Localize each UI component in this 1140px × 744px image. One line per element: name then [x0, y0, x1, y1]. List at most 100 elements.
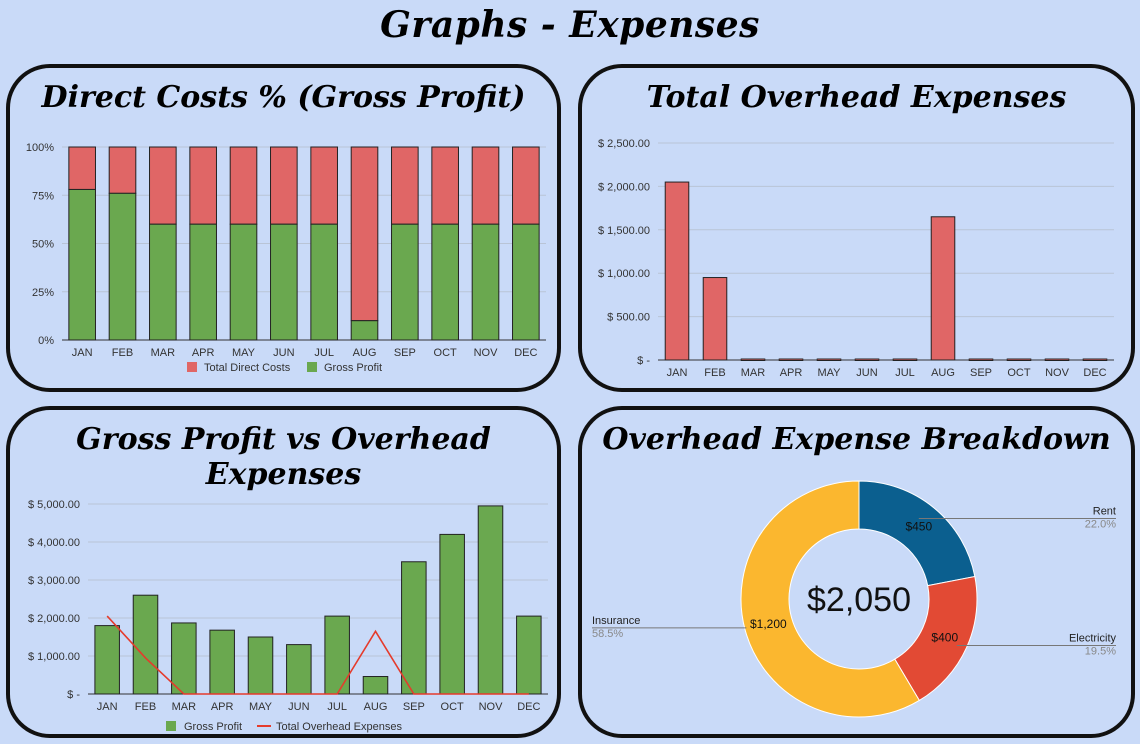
- chart2-y-tick-label: $ 1,500.00: [598, 225, 650, 237]
- chart3-bar-gross-profit: [171, 622, 197, 695]
- chart3-x-tick-label: MAR: [172, 701, 197, 713]
- chart3-bar-gross-profit: [247, 636, 274, 695]
- chart1-x-tick-label: MAY: [232, 347, 256, 359]
- chart1-bar-direct-costs: [431, 146, 459, 225]
- chart2-bar: [702, 277, 728, 361]
- chart1-bar-direct-costs: [350, 146, 379, 322]
- chart1-bar-direct-costs: [68, 146, 96, 190]
- chart2-y-tick-label: $ 2,000.00: [598, 181, 650, 193]
- donut-value-label-rent: $450: [905, 519, 932, 533]
- chart3-bar-gross-profit: [516, 615, 542, 695]
- chart2-x-tick-label: SEP: [970, 367, 992, 379]
- chart1-bar-direct-costs: [189, 146, 217, 225]
- chart1-legend-swatch-direct-costs: [187, 362, 197, 372]
- chart1-bar-direct-costs: [512, 146, 540, 225]
- chart1-bar-gross-profit: [431, 223, 459, 341]
- page-title: Graphs - Expenses: [380, 4, 760, 46]
- chart1-bar-gross-profit: [108, 192, 137, 341]
- chart2-bar: [854, 358, 880, 361]
- chart1-x-tick-label: MAR: [151, 347, 176, 359]
- chart2-x-tick-label: MAR: [741, 367, 766, 379]
- chart1-bar-gross-profit: [350, 320, 379, 341]
- chart1-legend-swatch-gross-profit: [307, 362, 317, 372]
- chart1-bar-direct-costs: [471, 146, 500, 225]
- chart1-x-tick-label: FEB: [112, 347, 133, 359]
- profit-vs-overhead-chart-panel: Gross Profit vs Overhead Expenses $ - $ 1…: [6, 406, 561, 738]
- chart3-bar-gross-profit: [94, 625, 120, 695]
- chart3-bar-gross-profit: [286, 644, 312, 695]
- chart1-bar-gross-profit: [229, 223, 258, 341]
- chart1-bar-gross-profit: [512, 223, 540, 341]
- overhead-chart: $ - $ 500.00 $ 1,000.00 $ 1,500.00 $ 2,000.0…: [598, 138, 1114, 379]
- donut-center-total: $2,050: [807, 581, 911, 619]
- direct-costs-chart: 0% 25% 50% 75% 100% JAN FEB MAR APR MAY JUN JUL AUG S…: [26, 142, 546, 374]
- chart1-bar-direct-costs: [391, 146, 419, 225]
- chart1-y-tick-label: 100%: [26, 142, 54, 154]
- donut-slice-insurance: [740, 480, 920, 718]
- chart1-y-tick-label: 25%: [32, 287, 54, 299]
- chart1-x-tick-label: AUG: [353, 347, 377, 359]
- chart3-y-tick-label: $ 3,000.00: [28, 575, 80, 587]
- chart3-legend-overhead: Total Overhead Expenses: [276, 721, 402, 733]
- chart2-bar: [778, 358, 804, 361]
- chart1-x-tick-label: APR: [192, 347, 215, 359]
- overhead-breakdown-chart-title: Overhead Expense Breakdown: [602, 422, 1111, 457]
- chart1-bar-gross-profit: [310, 223, 338, 341]
- chart1-legend-direct-costs: Total Direct Costs: [204, 362, 291, 374]
- chart2-y-tick-label: $ 1,000.00: [598, 268, 650, 280]
- chart3-bar-gross-profit: [209, 629, 235, 695]
- chart3-x-tick-label: SEP: [403, 701, 425, 713]
- chart2-bar: [1082, 358, 1108, 361]
- chart3-line-overhead: [106, 615, 529, 695]
- donut-value-label-electricity: $400: [931, 630, 958, 644]
- chart3-bar-gross-profit: [439, 533, 465, 695]
- chart2-y-tick-label: $ 500.00: [607, 312, 650, 324]
- chart1-x-tick-label: NOV: [474, 347, 499, 359]
- chart2-y-tick-label: $ 2,500.00: [598, 138, 650, 150]
- donut-label-electricity: Electricity: [1069, 632, 1117, 644]
- chart2-x-tick-label: NOV: [1045, 367, 1070, 379]
- chart2-bar: [1006, 358, 1032, 361]
- chart1-x-tick-label: JAN: [72, 347, 93, 359]
- chart1-bar-direct-costs: [149, 146, 177, 225]
- chart2-x-tick-label: JUN: [856, 367, 877, 379]
- chart2-y-tick-label: $ -: [637, 355, 650, 367]
- donut-label-rent: Rent: [1093, 505, 1116, 517]
- chart2-bar: [816, 358, 842, 361]
- chart1-bar-gross-profit: [471, 223, 500, 341]
- chart3-x-tick-label: AUG: [364, 701, 388, 713]
- direct-costs-chart-panel: Direct Costs % (Gross Profit) 0% 25% 50% 75…: [6, 64, 561, 392]
- chart1-bar-gross-profit: [391, 223, 419, 341]
- chart1-bar-gross-profit: [68, 188, 96, 341]
- chart3-legend-swatch-gross-profit: [166, 721, 176, 731]
- chart3-y-tick-label: $ 5,000.00: [28, 499, 80, 511]
- chart3-y-tick-label: $ 1,000.00: [28, 651, 80, 663]
- overhead-chart-panel: Total Overhead Expenses $ - $ 500.00 $ 1,0…: [578, 64, 1135, 392]
- overhead-breakdown-chart-panel: Overhead Expense Breakdown $2,050 $450 $40…: [578, 406, 1135, 738]
- chart2-bar: [1044, 358, 1070, 361]
- chart1-y-tick-label: 0%: [38, 335, 54, 347]
- chart1-y-tick-label: 75%: [32, 190, 54, 202]
- chart1-y-tick-label: 50%: [32, 239, 54, 251]
- overhead-chart-title: Total Overhead Expenses: [646, 80, 1067, 115]
- chart1-bar-gross-profit: [149, 223, 177, 341]
- chart3-x-tick-label: APR: [211, 701, 234, 713]
- chart2-x-tick-label: APR: [780, 367, 803, 379]
- chart3-legend-gross-profit: Gross Profit: [184, 721, 242, 733]
- chart3-x-tick-label: OCT: [441, 701, 465, 713]
- chart1-x-tick-label: SEP: [394, 347, 416, 359]
- chart2-x-tick-label: DEC: [1083, 367, 1106, 379]
- profit-vs-overhead-chart-title: Gross Profit vs Overhead Expenses: [76, 422, 491, 492]
- chart3-x-tick-label: FEB: [135, 701, 156, 713]
- chart1-bar-direct-costs: [270, 146, 298, 225]
- chart3-bar-gross-profit: [401, 561, 427, 695]
- chart3-x-tick-label: JUN: [288, 701, 309, 713]
- chart2-bar: [740, 358, 766, 361]
- chart1-legend-gross-profit: Gross Profit: [324, 362, 382, 374]
- chart3-x-tick-label: MAY: [249, 701, 273, 713]
- chart3-x-tick-label: JUL: [327, 701, 347, 713]
- chart1-bar-gross-profit: [270, 223, 298, 341]
- chart3-bar-gross-profit: [324, 615, 350, 695]
- chart3-x-tick-label: JAN: [97, 701, 118, 713]
